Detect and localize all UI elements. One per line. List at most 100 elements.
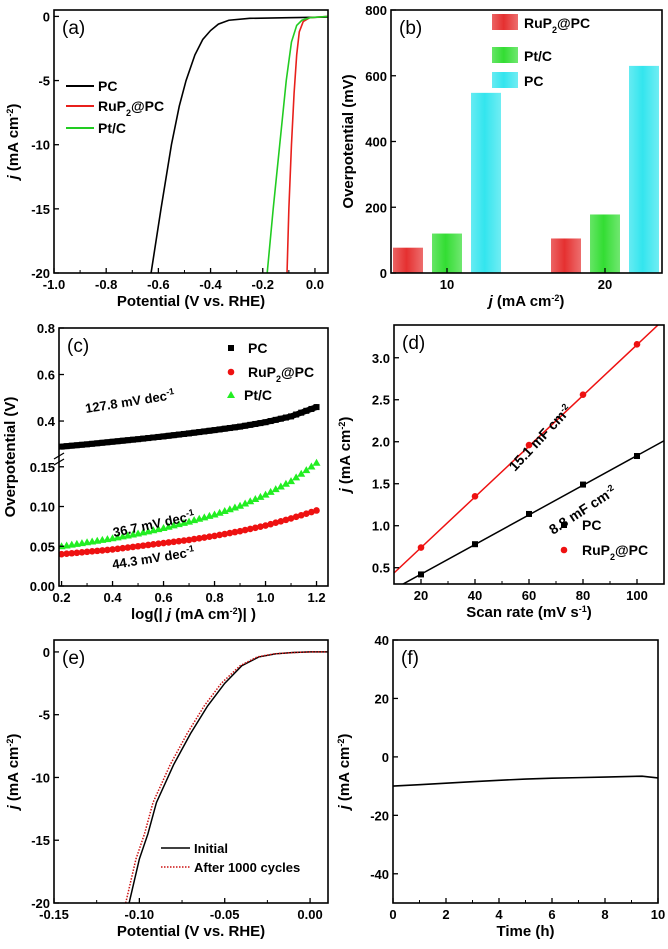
legend-label: Pt/C [244,387,272,403]
square-marker [257,420,264,427]
y-tick-label: 0.15 [30,460,55,475]
triangle-marker [246,497,255,505]
square-marker [201,428,208,435]
circle-marker [68,549,76,557]
plot-frame [53,639,329,904]
y-axis-label: Overpotential (mV) [340,74,357,208]
legend-label: Pt/C [98,120,126,136]
legend-label: RuP2@PC [582,542,648,562]
legend-label: RuP2@PC [248,364,314,384]
circle-marker [308,508,315,516]
circle-marker [144,541,152,549]
capacitance-annotation: 15.1 mF cm-2 [505,401,574,474]
circle-marker [134,542,142,550]
circle-marker [99,547,106,554]
x-axis-label: Scan rate (mV s-1) [466,604,592,621]
circle-marker [231,528,239,536]
square-marker [288,413,295,420]
square-marker [78,441,85,448]
x-tick-label: 0.8 [205,590,223,605]
triangle-marker [292,473,301,481]
y-tick-label: 3.0 [372,351,390,366]
x-tick-label: -0.2 [252,277,274,292]
triangle-marker [281,479,290,487]
square-marker [634,453,640,460]
circle-marker [297,511,305,519]
chart-panel-a: PC RuP2@PC Pt/C j (mA cm-2) -1.0 -0.8 -0.6 -0.4… [5,9,329,310]
bar-pc-10 [471,92,501,273]
legend-label: Pt/C [524,48,552,64]
plot-area [150,15,328,273]
square-marker [242,422,249,429]
circle-marker [180,537,188,544]
square-marker [99,439,106,446]
x-tick-label: -1.0 [43,277,65,292]
x-tick-label: -0.8 [95,277,117,292]
legend-swatch [492,14,518,30]
y-axis-label: j (mA cm-2) [337,417,354,495]
square-marker [206,427,213,434]
chart-panel-c: PC RuP2@PC Pt/C 127.8 mV dec-1 36.7 mV dec-1… [2,321,329,623]
square-marker [165,432,172,439]
triangle-marker [256,492,265,500]
y-tick-label: 1.0 [372,519,390,534]
circle-marker [78,548,86,556]
square-marker [94,440,101,447]
circle-marker [104,546,111,554]
category-label: 10 [440,277,454,292]
square-marker [237,423,244,430]
y-tick-label: -5 [38,708,50,723]
square-marker [145,435,152,442]
panel-label: (d) [402,333,425,354]
series-line-pc [150,16,328,273]
square-marker [472,541,478,548]
series-line-rup2pc [286,15,328,273]
circle-marker [313,507,320,514]
square-marker [272,416,279,423]
square-marker [252,420,259,427]
tafel-slope-annotation: 127.8 mV dec-1 [84,386,176,416]
panel-label: (e) [62,648,85,669]
x-tick-label: 40 [468,588,482,603]
circle-marker [292,513,300,521]
circle-marker [109,546,116,553]
circle-marker [287,515,295,522]
triangle-marker [312,458,321,466]
circle-marker [226,529,234,537]
y-tick-label: 0.6 [37,368,55,383]
panel-label: (b) [399,18,422,39]
y-tick-label: -20 [31,896,50,911]
triangle-marker [266,487,275,495]
circle-marker [190,535,198,543]
circle-marker [88,548,96,555]
legend-label: RuP2@PC [98,98,164,118]
y-tick-label: 0.5 [372,561,390,576]
circle-marker [525,441,533,449]
bar-ptc-20 [590,214,620,273]
y-tick-label: 0.05 [30,539,55,554]
circle-marker [236,527,244,535]
plot-frame [392,639,659,904]
square-marker [526,510,532,517]
triangle-marker [307,462,316,470]
square-marker [561,522,567,528]
triangle-marker [287,477,296,485]
series-line-ptc [266,15,328,273]
bar-rup2pc-20 [551,238,581,273]
y-tick-label: 600 [365,69,387,84]
panel-label: (c) [67,336,89,357]
circle-marker [160,539,167,547]
square-marker [68,442,75,449]
y-tick-label: 2.0 [372,435,390,450]
x-tick-label: 0.4 [104,590,123,605]
x-tick-label: 10 [651,907,665,922]
y-tick-label: 200 [365,200,387,215]
plot-area [124,651,328,903]
x-tick-label: 0 [389,907,396,922]
plot-frame [53,9,329,274]
y-tick-label: 0 [380,266,387,281]
circle-marker [119,544,127,552]
y-axis-label: j (mA cm-2) [5,734,22,812]
y-tick-label: 0.4 [37,414,56,429]
